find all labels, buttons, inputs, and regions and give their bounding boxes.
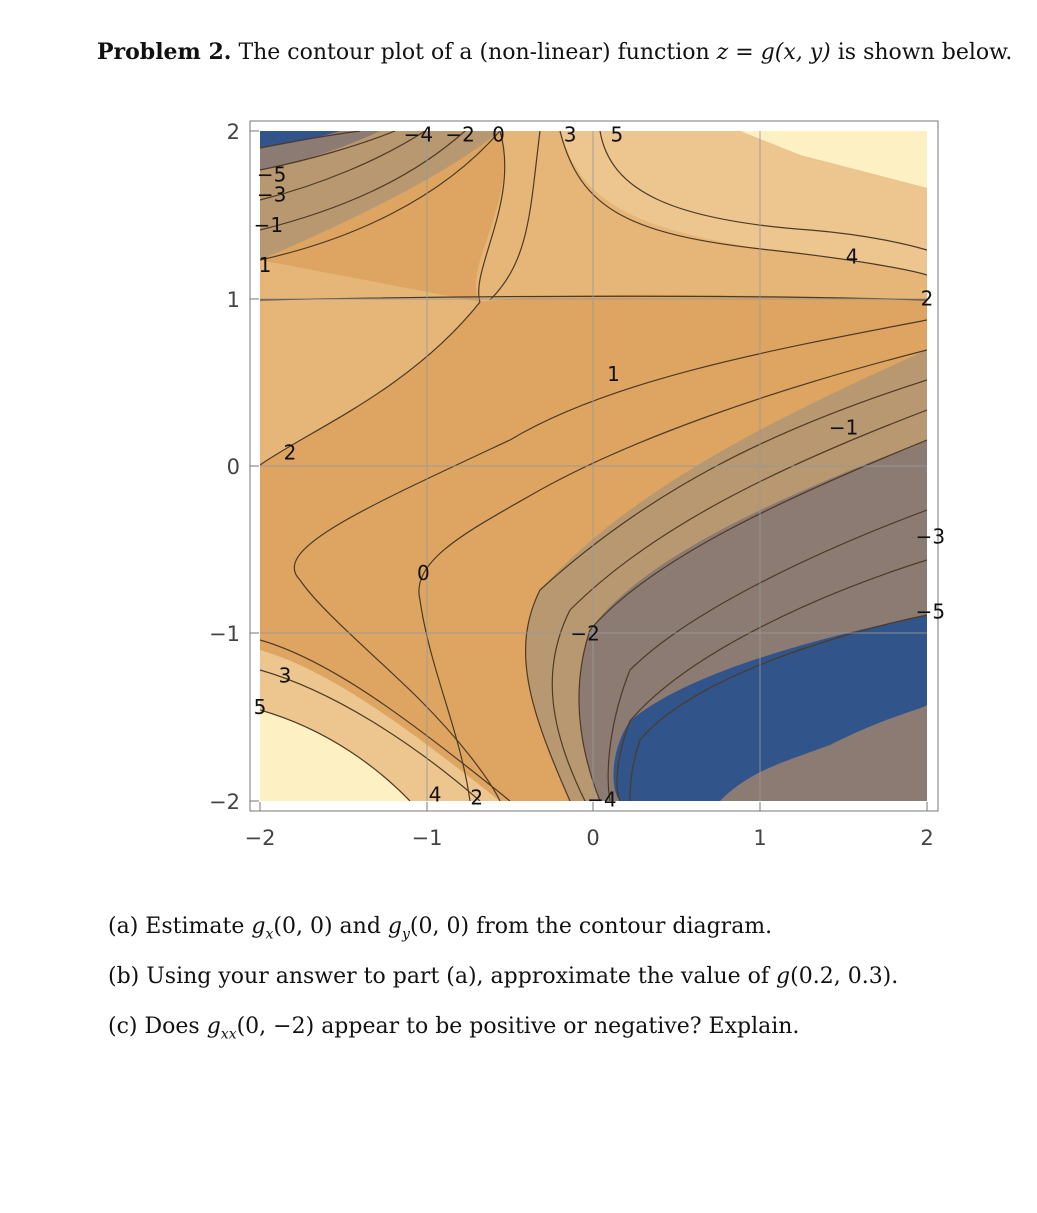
contour-line — [607, 509, 927, 801]
y-tick-label: 0 — [227, 455, 240, 479]
contour-line — [260, 131, 361, 149]
contour-label: −2 — [570, 622, 599, 646]
g-symbol: g — [387, 914, 402, 939]
x-tick-label: −1 — [412, 826, 443, 850]
x-tick-label: 0 — [586, 826, 599, 850]
question-c: (c) Does gxx(0, −2) appear to be positiv… — [108, 1010, 898, 1060]
contour-label: 2 — [470, 786, 483, 810]
contour-line — [418, 349, 927, 801]
subscript: y — [402, 926, 410, 943]
contour-line — [260, 131, 396, 171]
contour-label: 0 — [492, 122, 505, 146]
contour-label: 3 — [279, 663, 292, 687]
x-tick-label: 1 — [753, 826, 766, 850]
contour-label: −5 — [257, 163, 286, 187]
contour-line — [260, 639, 511, 801]
contour-label: −1 — [829, 415, 858, 439]
question-c-label: (c) — [108, 1014, 138, 1039]
contour-label: −4 — [404, 122, 433, 146]
contour-line — [293, 319, 927, 801]
contour-label: −4 — [587, 787, 616, 811]
question-b-label: (b) — [108, 964, 140, 989]
contour-label: 1 — [259, 253, 272, 277]
contour-label: −3 — [257, 183, 286, 207]
contour-line — [260, 301, 481, 466]
problem-text: The contour plot of a (non-linear) funct… — [238, 40, 710, 65]
subscript: xx — [220, 1026, 237, 1043]
band-low-top-left — [260, 131, 500, 260]
y-tick-label: −1 — [210, 622, 240, 646]
band-high-top — [560, 131, 927, 275]
contour-label: 2 — [921, 287, 934, 311]
contour-label: −3 — [916, 524, 945, 548]
contour-line — [551, 409, 927, 801]
contour-line — [559, 131, 927, 276]
contour-label: 1 — [607, 362, 620, 386]
g-symbol: g — [776, 964, 791, 989]
contour-line — [260, 131, 466, 231]
question-b-text: Using your answer to part (a), approxima… — [146, 964, 770, 989]
band-mid-high-left — [260, 260, 480, 465]
x-tick-label: 2 — [920, 826, 933, 850]
argument: (0.2, 0.3). — [790, 964, 899, 989]
question-b: (b) Using your answer to part (a), appro… — [108, 960, 898, 1010]
contour-label: −2 — [445, 122, 474, 146]
contour-label: 4 — [429, 782, 442, 806]
question-a: (a) Estimate gx(0, 0) and gy(0, 0) from … — [108, 910, 898, 960]
contour-line — [578, 439, 927, 801]
contour-line — [260, 131, 426, 201]
question-a-text: Estimate — [145, 914, 245, 939]
contour-line — [525, 379, 927, 801]
contour-plot: −2 −1 0 1 2 2 1 0 −1 −2 −4 −2 0 3 5−5−3−11 42… — [210, 120, 945, 850]
contour-line — [616, 559, 927, 801]
problem-statement: Problem 2. The contour plot of a (non-li… — [97, 36, 1012, 69]
band-very-high-bottom-left — [260, 710, 410, 801]
contour-line — [260, 709, 411, 801]
contour-line — [260, 131, 501, 261]
contour-line — [478, 131, 506, 303]
y-tick-label: −2 — [210, 790, 240, 814]
contour-label: 5 — [254, 695, 267, 719]
y-tick-label: 1 — [227, 288, 240, 312]
contour-line — [260, 295, 927, 301]
problem-text-end: is shown below. — [837, 40, 1013, 65]
contour-label: −1 — [254, 213, 283, 237]
contour-label: −5 — [916, 600, 945, 624]
questions: (a) Estimate gx(0, 0) and gy(0, 0) from … — [108, 910, 898, 1060]
contour-label: 0 — [417, 561, 430, 585]
function-expression: z = g(x, y) — [716, 40, 831, 65]
contour-line — [489, 131, 541, 301]
question-c-text: Does — [144, 1014, 200, 1039]
contour-label: 5 — [610, 122, 623, 146]
band-mid-high-top — [475, 131, 927, 302]
band-very-low-bottom-right — [613, 615, 927, 801]
band-very-high-top-right — [740, 131, 927, 188]
contour-line — [260, 669, 481, 801]
question-a-label: (a) — [108, 914, 139, 939]
argument: (0, −2) — [236, 1014, 315, 1039]
contour-label: 3 — [564, 122, 577, 146]
g-symbol: g — [251, 914, 266, 939]
question-a-and: and — [339, 914, 381, 939]
question-c-tail: appear to be positive or negative? Expla… — [321, 1014, 800, 1039]
contour-label: 4 — [846, 245, 859, 269]
contour-label: 2 — [284, 441, 297, 465]
argument: (0, 0) — [409, 914, 470, 939]
subscript: x — [265, 926, 274, 943]
problem-label: Problem 2. — [97, 39, 232, 65]
contour-line — [599, 131, 927, 251]
question-a-tail: from the contour diagram. — [476, 914, 773, 939]
contour-line — [629, 614, 927, 801]
g-symbol: g — [206, 1014, 221, 1039]
y-tick-label: 2 — [227, 120, 240, 144]
argument: (0, 0) — [273, 914, 333, 939]
x-tick-label: −2 — [245, 826, 276, 850]
